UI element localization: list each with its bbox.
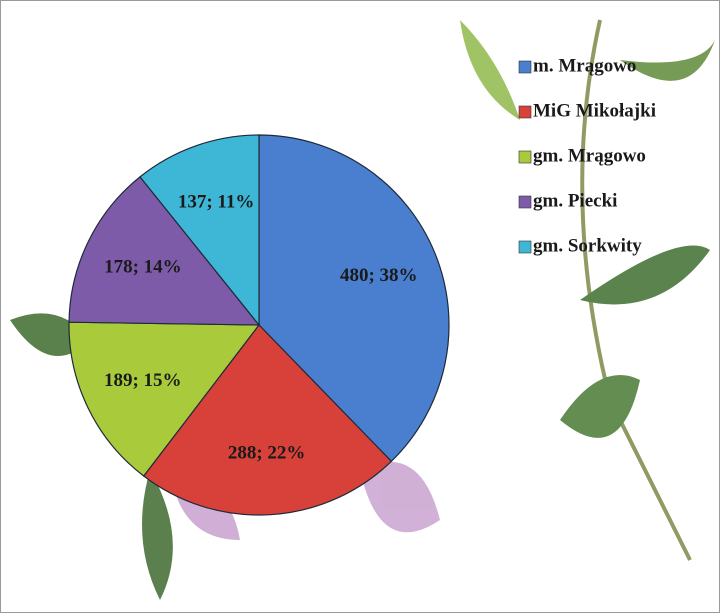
legend-swatch: [518, 105, 532, 119]
pie-slice: [258, 134, 450, 463]
legend-swatch: [518, 240, 532, 254]
legend-label: gm. Piecki: [533, 190, 617, 211]
pie-slice: [139, 134, 260, 327]
legend-swatch: [518, 195, 532, 209]
legend-label: gm. Sorkwity: [533, 235, 642, 256]
legend-label: m. Mrągowo: [533, 55, 636, 76]
data-label: 288; 22%: [228, 442, 306, 463]
legend-swatch: [518, 60, 532, 74]
data-label: 189; 15%: [104, 370, 182, 391]
legend-swatch: [518, 150, 532, 164]
data-label: 178; 14%: [104, 257, 182, 278]
legend-label: MiG Mikołajki: [533, 100, 656, 121]
data-label: 137; 11%: [178, 191, 255, 212]
data-label: 480; 38%: [340, 265, 418, 286]
pie-slice: [142, 324, 393, 516]
pie-slice: [68, 321, 261, 477]
legend-label: gm. Mrągowo: [533, 145, 646, 166]
pie-slice: [68, 176, 261, 326]
